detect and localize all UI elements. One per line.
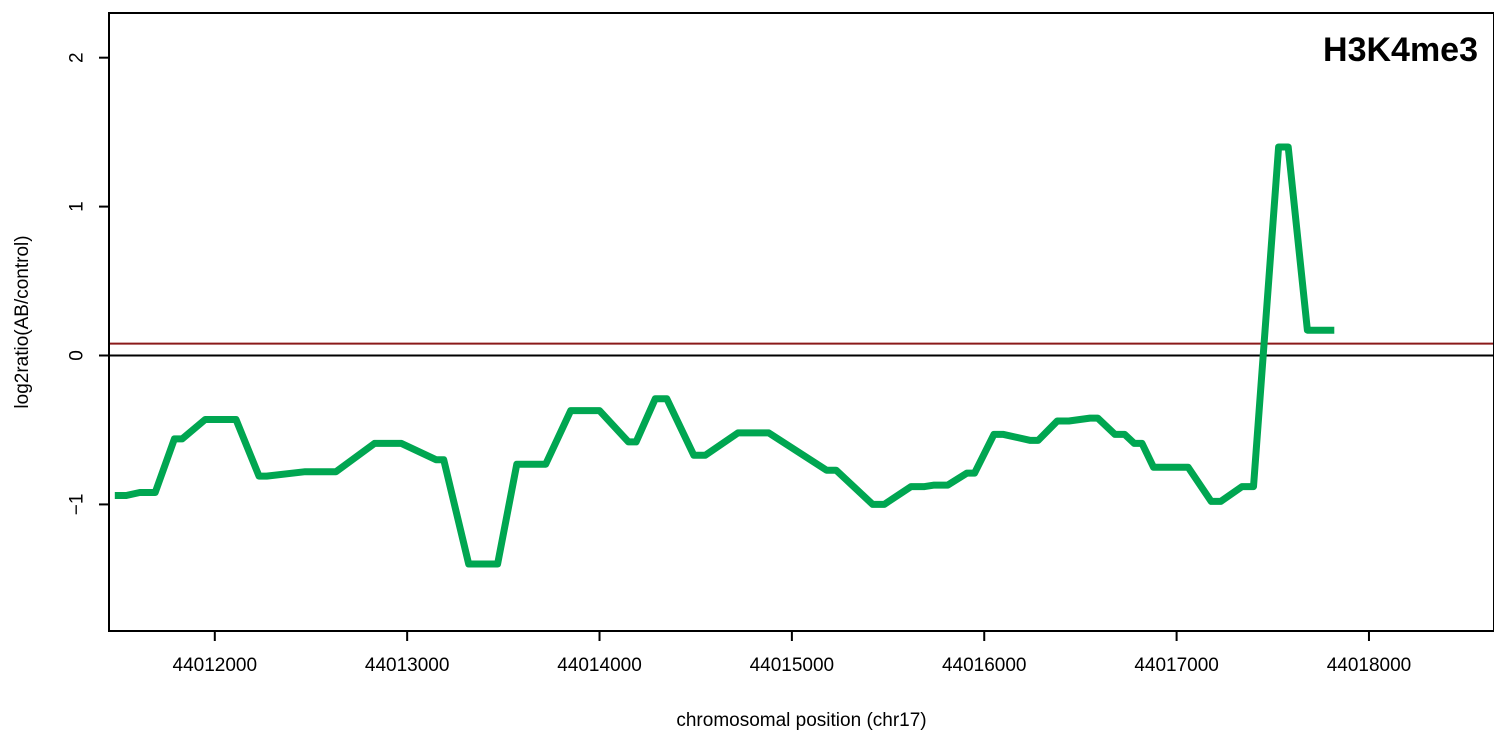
y-tick-label: 1 xyxy=(67,201,88,212)
x-tick-label: 44012000 xyxy=(173,655,258,676)
x-tick-label: 44016000 xyxy=(942,655,1027,676)
x-axis-title: chromosomal position (chr17) xyxy=(676,710,926,731)
x-tick-label: 44014000 xyxy=(557,655,642,676)
x-tick-label: 44018000 xyxy=(1327,655,1412,676)
y-tick-label: −1 xyxy=(67,494,88,516)
chart-title: H3K4me3 xyxy=(1323,31,1478,69)
x-axis: 44012000 44013000 44014000 44015000 44016000… xyxy=(173,631,1412,676)
y-tick-label: 0 xyxy=(67,350,88,361)
series-layer xyxy=(114,143,1335,568)
x-tick-label: 44015000 xyxy=(750,655,835,676)
y-tick-label: 2 xyxy=(67,52,88,63)
y-axis: −1 0 1 2 xyxy=(67,52,109,516)
reference-lines xyxy=(109,342,1494,357)
plot-area-frame xyxy=(108,12,1494,632)
x-tick-label: 44017000 xyxy=(1134,655,1219,676)
x-tick-label: 44013000 xyxy=(365,655,450,676)
y-axis-title: log2ratio(AB/control) xyxy=(12,235,33,408)
series-line-0 xyxy=(114,143,1335,568)
